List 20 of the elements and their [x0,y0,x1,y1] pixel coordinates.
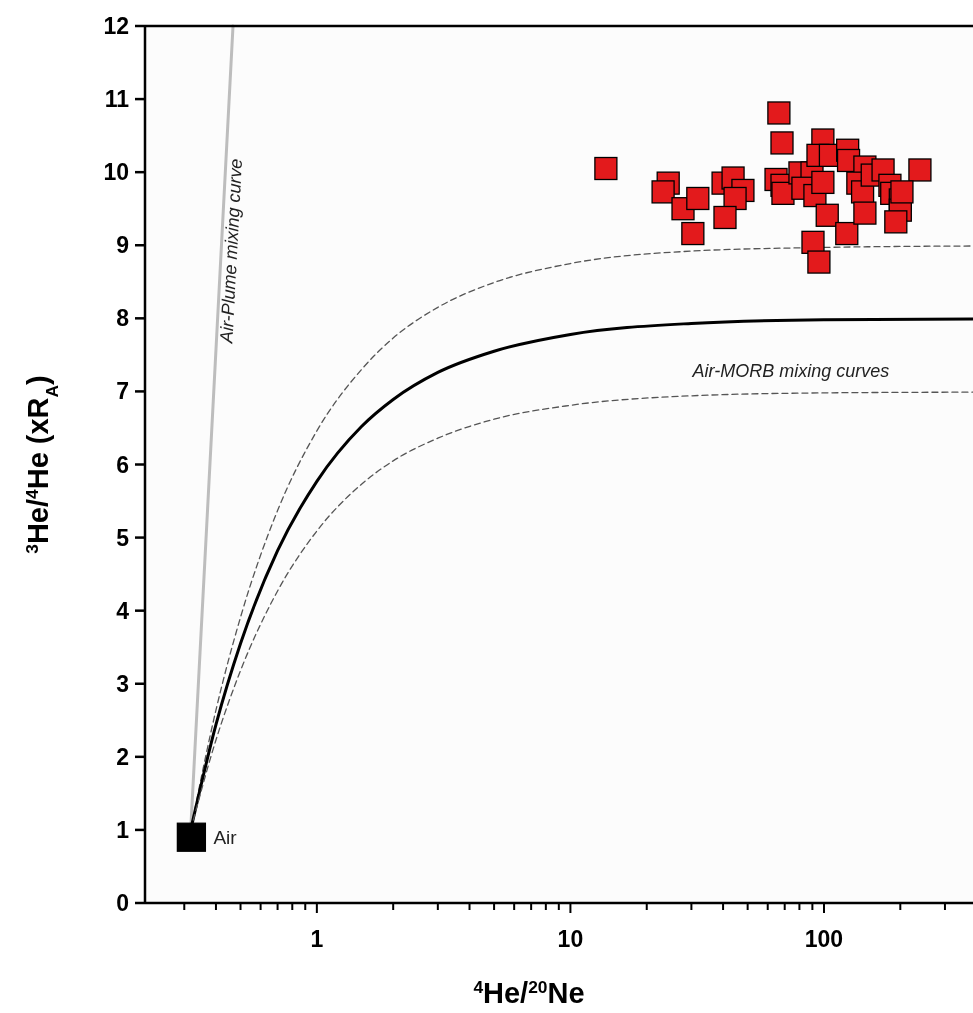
y-tick-label: 4 [116,597,130,624]
series-label: Air [213,827,238,849]
x-tick-label: 100 [804,926,844,952]
y-tick-label: 0 [116,890,129,916]
x-tick-label: 10 [557,926,584,952]
annotation: Air-MORB mixing curves [691,360,890,381]
y-tick-label: 1 [116,816,130,843]
y-tick-label: 10 [103,159,129,186]
x-tick-label: 1 [310,926,324,952]
y-tick-label: 9 [116,232,129,259]
y-tick-label: 3 [116,670,129,697]
y-tick-label: 8 [116,305,130,332]
y-tick-label: 5 [116,524,130,551]
y-tick-label: 2 [116,743,129,770]
y-tick-label: 11 [104,86,130,113]
y-tick-label: 6 [116,451,129,478]
x-axis-title: $^{4}$He/$^{20}$Ne [473,977,585,1009]
text: Air-Plume mixing curve [216,158,247,345]
y-tick-label: 12 [103,13,129,39]
y-tick-label: 7 [116,378,129,405]
